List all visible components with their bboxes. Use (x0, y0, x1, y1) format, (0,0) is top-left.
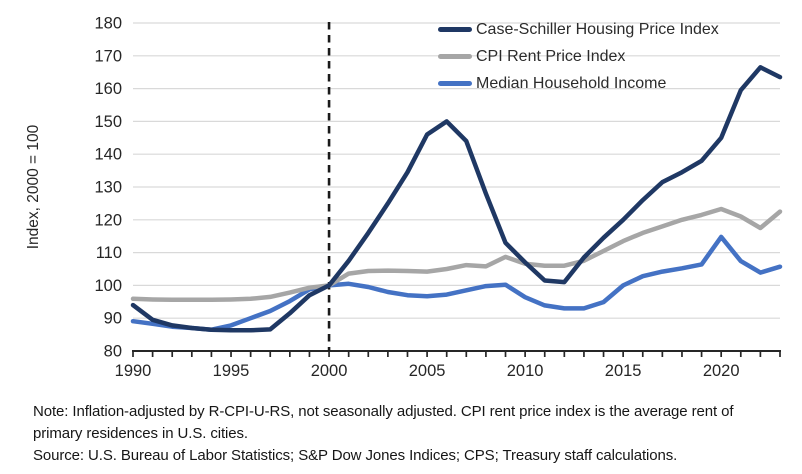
series-line-case-schiller-housing-price-index (130, 65, 783, 333)
x-tick-label: 2015 (605, 362, 642, 380)
legend-swatch-cpi-rent (438, 54, 472, 59)
y-tick-label: 80 (104, 343, 122, 361)
y-tick-label: 160 (94, 80, 122, 98)
y-tick-label: 180 (94, 15, 122, 33)
source-text: Source: U.S. Bureau of Labor Statistics;… (33, 447, 678, 464)
legend-swatch-median-income (438, 81, 472, 86)
x-tick-label: 2005 (409, 362, 446, 380)
legend-item-median-income: Median Household Income (438, 70, 719, 97)
y-tick-label: 170 (94, 47, 122, 65)
y-tick-label: 140 (94, 146, 122, 164)
legend-label: Median Household Income (476, 74, 667, 92)
series-line-cpi-rent-price-index (130, 206, 783, 303)
y-tick-label: 120 (94, 211, 122, 229)
chart-legend: Case-Schiller Housing Price Index CPI Re… (438, 16, 719, 97)
series-line-median-household-income (130, 234, 783, 332)
legend-swatch-case-schiller (438, 27, 472, 32)
legend-label: CPI Rent Price Index (476, 47, 626, 65)
x-tick-label: 1990 (115, 362, 152, 380)
y-tick-label: 90 (104, 310, 122, 328)
chart-svg: 80 90 100 110 120 130 140 150 160 170 180 1990 1995 2… (94, 15, 783, 380)
x-tick-label: 2010 (507, 362, 544, 380)
chart-footnotes: Note: Inflation-adjusted by R-CPI-U-RS, … (33, 401, 781, 467)
y-axis-title: Index, 2000 = 100 (25, 124, 42, 250)
legend-label: Case-Schiller Housing Price Index (476, 20, 719, 38)
line-chart: 80 90 100 110 120 130 140 150 160 170 180 1990 1995 2… (25, 15, 783, 380)
y-tick-label: 100 (94, 277, 122, 295)
note-text: Note: Inflation-adjusted by R-CPI-U-RS, … (33, 403, 734, 442)
legend-item-case-schiller: Case-Schiller Housing Price Index (438, 16, 719, 43)
x-tick-label: 2000 (311, 362, 348, 380)
x-tick-label: 1995 (213, 362, 250, 380)
y-tick-label: 150 (94, 113, 122, 131)
y-tick-label: 130 (94, 179, 122, 197)
x-tick-label: 2020 (703, 362, 740, 380)
legend-item-cpi-rent: CPI Rent Price Index (438, 43, 719, 70)
y-tick-label: 110 (96, 244, 122, 262)
